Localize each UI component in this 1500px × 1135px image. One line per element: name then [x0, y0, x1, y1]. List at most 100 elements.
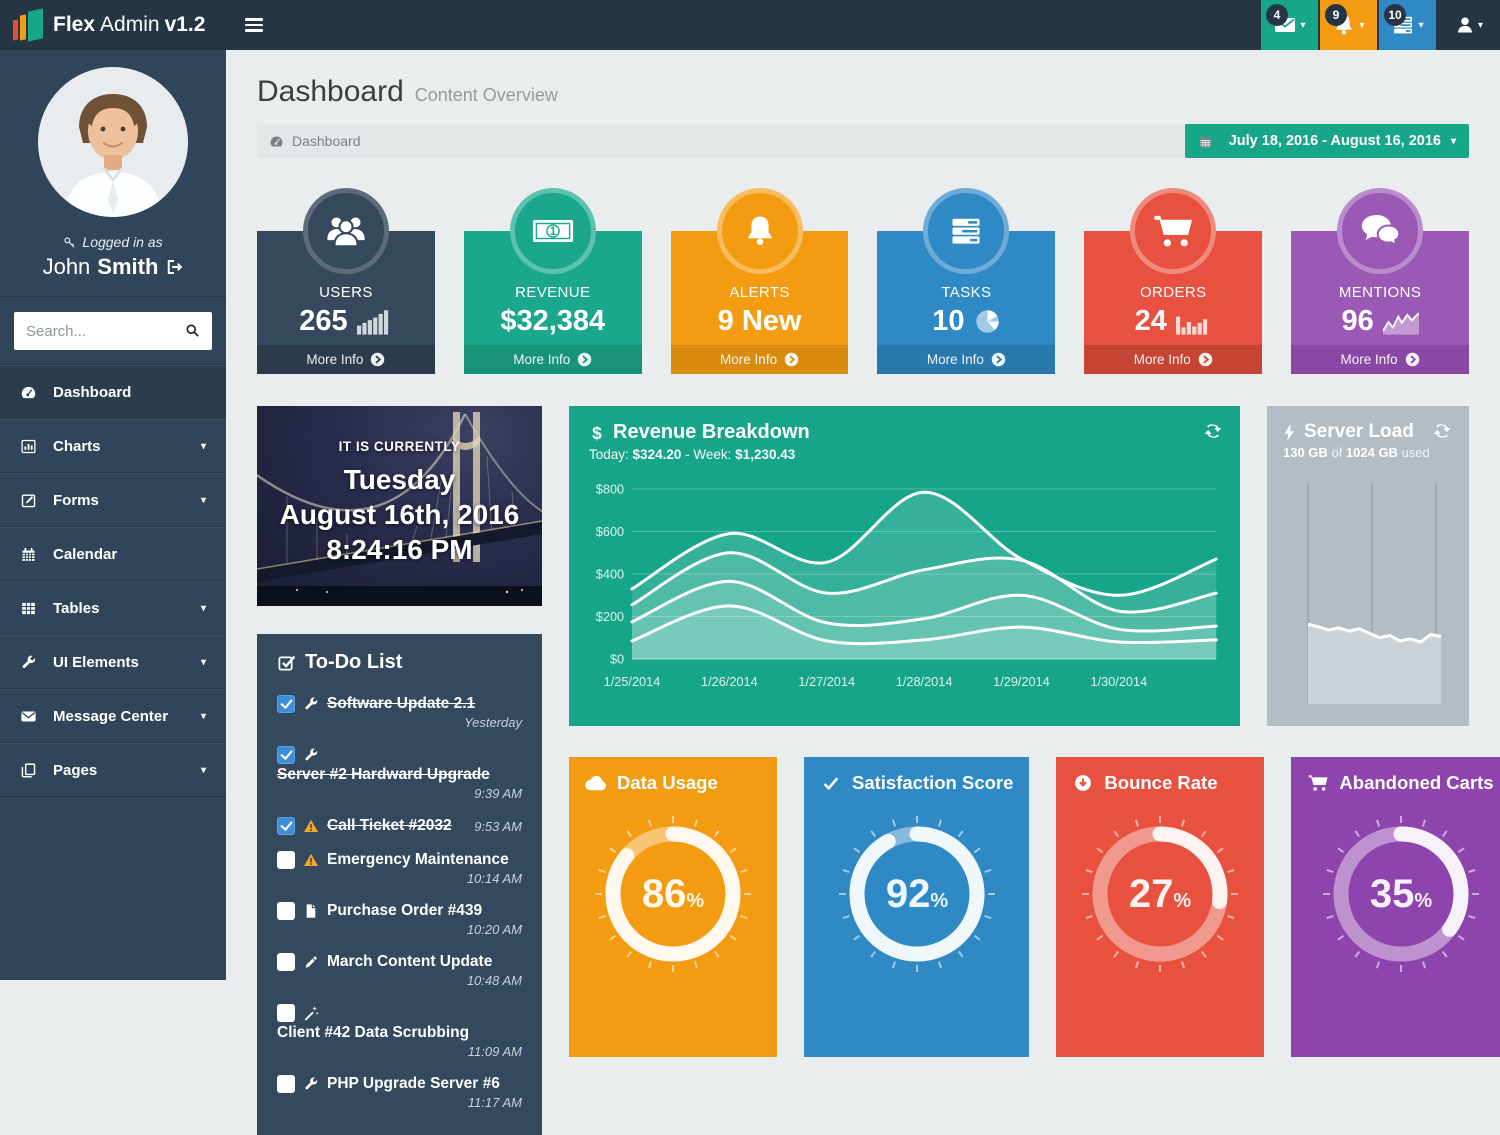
todo-item-emergency-maintenance[interactable]: Emergency Maintenance 10:14 AM [277, 843, 522, 894]
breadcrumb-item[interactable]: Dashboard [292, 133, 361, 149]
todo-item-software-update-2-1[interactable]: Software Update 2.1 Yesterday [277, 687, 522, 738]
revenue-icon-circle: 1 [509, 188, 596, 274]
todo-checkbox[interactable] [277, 902, 295, 920]
more-info-button[interactable]: More Info [1291, 345, 1469, 374]
widgets-area: IT IS CURRENTLY Tuesday August 16th, 201… [257, 406, 1500, 1135]
svg-text:86%: 86% [642, 872, 705, 916]
todo-item-call-ticket-2032[interactable]: Call Ticket #2032 9:53 AM [277, 809, 522, 843]
todo-checkbox[interactable] [277, 1004, 295, 1022]
more-info-button[interactable]: More Info [463, 345, 642, 374]
donut-abandoned-carts: 35% [1322, 816, 1479, 972]
search-input[interactable] [14, 312, 212, 350]
stat-label: USERS [319, 284, 373, 301]
todo-item-text: Software Update 2.1 [327, 695, 476, 712]
stat-cards-row: USERS 265 More Info 1 REVENUE $32,384 More Inf… [257, 188, 1469, 374]
revenue-subtitle: Today: $324.20 - Week: $1,230.43 [589, 447, 796, 462]
chevron-circle-icon [784, 352, 799, 367]
user-menu-button[interactable]: ▾ [1438, 0, 1500, 50]
todo-checkbox[interactable] [277, 746, 295, 764]
todo-checkbox[interactable] [277, 1075, 295, 1093]
sidebar-item-ui-elements[interactable]: UI Elements ▾ [0, 635, 226, 689]
cart-icon [1152, 213, 1194, 249]
more-info-button[interactable]: More Info [257, 345, 435, 374]
todo-item-purchase-order-439[interactable]: Purchase Order #439 10:20 AM [277, 894, 522, 945]
file-icon [303, 903, 319, 919]
donut-data-usage: 86% [595, 816, 751, 972]
nav-messages-dropdown[interactable]: 4 ▾ [1261, 0, 1318, 50]
sidebar-toggle-button[interactable] [226, 0, 282, 50]
refresh-icon[interactable] [1203, 421, 1223, 441]
gauge-title: Bounce Rate [1072, 772, 1248, 794]
nav-tasks-dropdown[interactable]: 10 ▾ [1379, 0, 1436, 50]
stat-card-alerts: ALERTS 9 New More Info [670, 188, 849, 374]
stat-value-text: 96 [1341, 305, 1374, 337]
table-icon [20, 600, 37, 617]
check-icon [820, 774, 842, 792]
todo-checkbox[interactable] [277, 851, 295, 869]
svg-text:1: 1 [549, 224, 556, 238]
stat-card-revenue: 1 REVENUE $32,384 More Info [463, 188, 642, 374]
nav-notifications-dropdown[interactable]: 9 ▾ [1320, 0, 1377, 50]
todo-item-march-content-update[interactable]: March Content Update 10:48 AM [277, 945, 522, 996]
calendar-icon [20, 546, 37, 563]
sidebar-item-message-center[interactable]: Message Center ▾ [0, 689, 226, 743]
todo-checkbox[interactable] [277, 695, 295, 713]
sidebar-item-charts[interactable]: Charts ▾ [0, 419, 226, 473]
todo-item-client-42-data-scrubbing[interactable]: Client #42 Data Scrubbing 11:09 AM [277, 996, 522, 1067]
more-info-label: More Info [1340, 352, 1398, 367]
mentions-icon-circle [1337, 188, 1424, 274]
todo-checkbox[interactable] [277, 817, 295, 835]
todo-item-text: PHP Upgrade Server #6 [327, 1075, 500, 1092]
sidebar-item-dashboard[interactable]: Dashboard [0, 365, 226, 419]
sidebar-item-label: Tables [53, 599, 100, 617]
cloud-icon [585, 774, 607, 792]
users-icon-circle [302, 188, 389, 274]
more-info-button[interactable]: More Info [877, 345, 1056, 374]
sidebar-item-tables[interactable]: Tables ▾ [0, 581, 226, 635]
chevron-circle-icon [1405, 352, 1420, 367]
todo-list: Software Update 2.1 Yesterday Server #2 Ha… [277, 687, 522, 1118]
stat-value: $32,384 [464, 305, 642, 338]
stat-card-mentions: MENTIONS 96 More Info [1291, 188, 1469, 374]
pages-icon [20, 762, 37, 779]
todo-item-server-2-hardward-upgrade[interactable]: Server #2 Hardward Upgrade 9:39 AM [277, 738, 522, 809]
sidebar-item-calendar[interactable]: Calendar [0, 527, 226, 581]
clock-prefix: IT IS CURRENTLY [338, 439, 461, 454]
refresh-icon[interactable] [1432, 421, 1452, 441]
more-info-button[interactable]: More Info [670, 345, 849, 374]
stat-label: ALERTS [729, 284, 790, 301]
alerts-icon-circle [716, 188, 803, 274]
clock-time: 8:24:16 PM [326, 534, 473, 565]
divider [0, 296, 226, 297]
sidebar-item-forms[interactable]: Forms ▾ [0, 473, 226, 527]
more-info-label: More Info [926, 352, 984, 367]
stat-value: 24 [1084, 305, 1262, 338]
notifications-count-badge: 9 [1325, 4, 1347, 26]
gauge-abandoned-carts: Abandoned Carts 35% [1291, 757, 1500, 1057]
todo-title: To-Do List [277, 651, 522, 674]
date-range-picker[interactable]: July 18, 2016 - August 16, 2016 ▾ [1184, 124, 1469, 158]
sidebar-item-pages[interactable]: Pages ▾ [0, 743, 226, 797]
logout-icon[interactable] [165, 258, 183, 276]
chevron-circle-icon [577, 352, 592, 367]
server-load-subtitle: 130 GB of 1024 GB used [1283, 445, 1430, 460]
search-icon[interactable] [185, 323, 200, 338]
stat-value-text: 265 [299, 305, 348, 337]
brand-text: Flex Admin v1.2 [53, 13, 205, 37]
todo-checkbox[interactable] [277, 953, 295, 971]
brand-logo[interactable]: Flex Admin v1.2 [0, 0, 226, 50]
bolt-icon [1283, 423, 1296, 442]
more-info-label: More Info [720, 352, 778, 367]
stat-value-text: 24 [1134, 305, 1167, 337]
stat-label: MENTIONS [1338, 284, 1422, 301]
todo-item-php-upgrade-server-6[interactable]: PHP Upgrade Server #6 11:17 AM [277, 1067, 522, 1118]
sidebar-menu: Dashboard Charts ▾ Forms ▾ Calendar Tables ▾ UI … [0, 364, 226, 797]
todo-item-text: Client #42 Data Scrubbing [277, 1024, 470, 1041]
chevron-circle-icon [991, 352, 1006, 367]
svg-text:$: $ [592, 423, 602, 443]
svg-text:$0: $0 [610, 651, 624, 666]
messages-count-badge: 4 [1266, 4, 1288, 26]
user-first-name: John [42, 254, 91, 279]
orders-icon-circle [1130, 188, 1217, 274]
more-info-button[interactable]: More Info [1084, 345, 1263, 374]
